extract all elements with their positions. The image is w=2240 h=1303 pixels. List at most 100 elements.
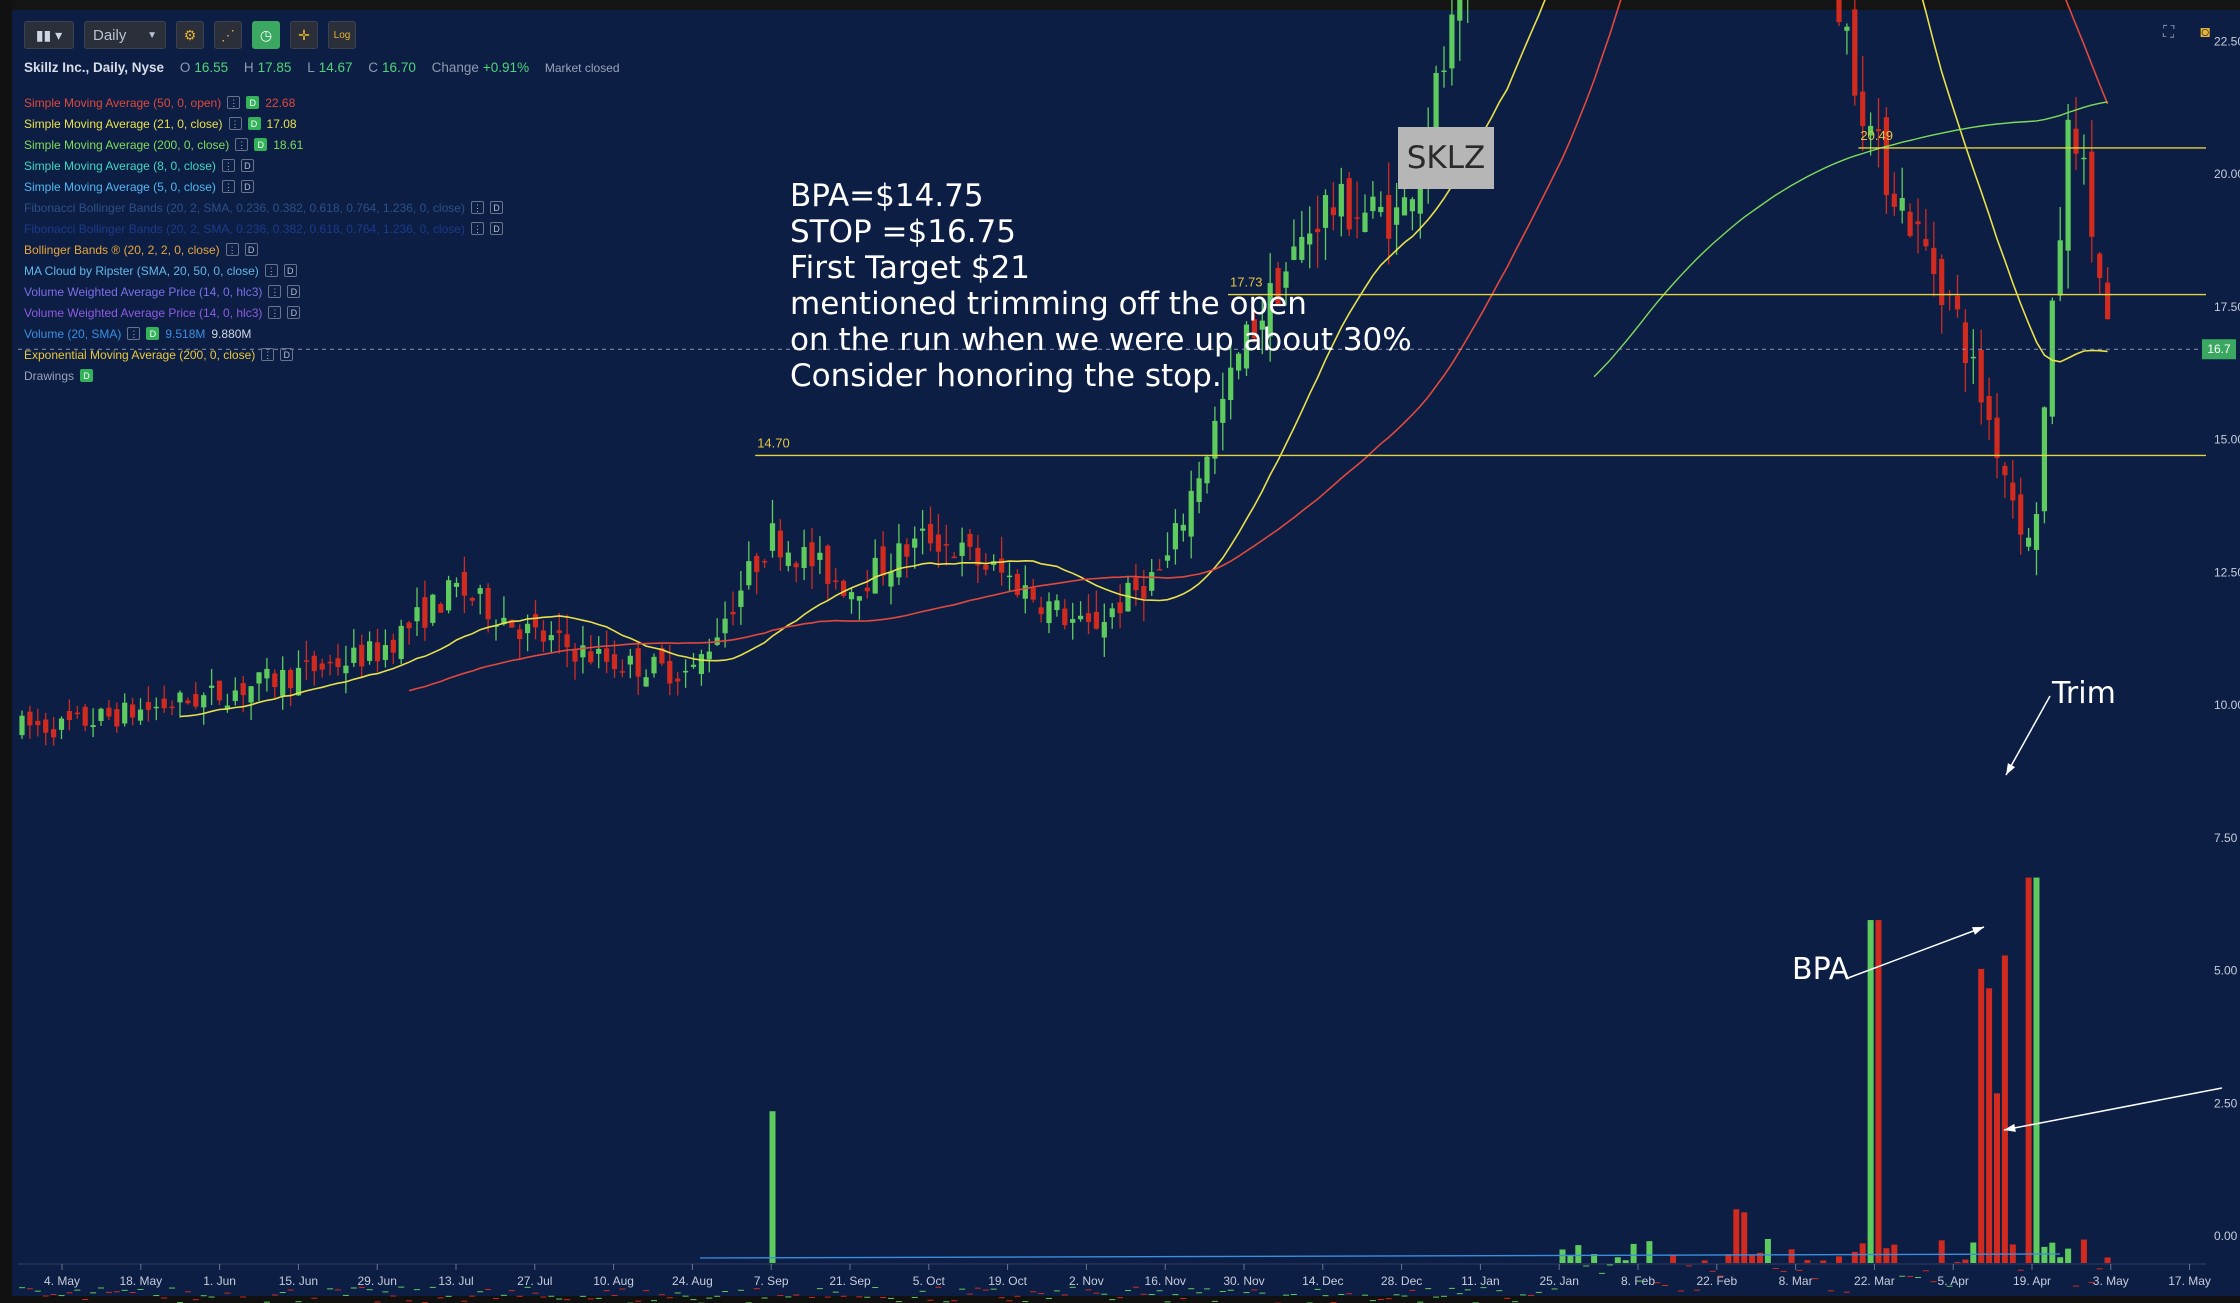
legend-data-toggle[interactable]: D (280, 348, 294, 361)
candle-body (2065, 119, 2071, 251)
candle-body (651, 656, 657, 674)
indicators-button[interactable]: ⋰ (214, 21, 242, 49)
legend-row[interactable]: Simple Moving Average (50, 0, open) ⋮ D 22.… (24, 92, 503, 113)
candle-body (1370, 196, 1376, 212)
candle-body (1891, 193, 1897, 207)
candle-body (256, 672, 262, 684)
legend-row[interactable]: Volume (20, SMA) ⋮ D 9.518M 9.880M (24, 323, 503, 344)
candle-body (2033, 513, 2040, 550)
candle-body (1954, 295, 1961, 310)
candle-body (311, 655, 317, 672)
legend-info-icon[interactable]: ⋮ (470, 201, 484, 214)
volume-bar (295, 1301, 302, 1303)
x-tick-label: 28. Dec (1381, 1274, 1422, 1288)
log-scale-button[interactable]: Log (328, 21, 356, 49)
volume-bar (90, 1292, 97, 1294)
legend-info-icon[interactable]: ⋮ (268, 285, 282, 298)
volume-bar (864, 1296, 871, 1298)
x-tick-label: 22. Feb (1696, 1274, 1737, 1288)
interval-select[interactable]: Daily ▼ (84, 21, 166, 49)
volume-bar (429, 1286, 436, 1288)
sma50-line (408, 0, 2109, 692)
legend-info-icon[interactable]: ⋮ (261, 348, 275, 361)
legend-row[interactable]: Fibonacci Bollinger Bands (20, 2, SMA, 0… (24, 197, 503, 218)
volume-bar (1014, 1295, 1021, 1297)
candle-body (864, 587, 870, 592)
legend-info-icon[interactable]: ⋮ (127, 327, 141, 340)
candle-body (896, 543, 902, 578)
candle-body (1346, 178, 1352, 230)
candle-body (983, 564, 989, 570)
volume-bar (1385, 1298, 1392, 1300)
legend-row[interactable]: Simple Moving Average (21, 0, close) ⋮ D 17… (24, 113, 503, 134)
volume-bar (1512, 1301, 1519, 1303)
expand-icon[interactable]: ⛶ (2163, 24, 2175, 41)
clock-button[interactable]: ◷ (252, 21, 280, 49)
legend-data-toggle[interactable]: D (489, 201, 503, 214)
legend-data-toggle[interactable]: D (240, 159, 254, 172)
legend-row[interactable]: Simple Moving Average (8, 0, close) ⋮ D (24, 155, 503, 176)
candle-body (959, 542, 965, 556)
symbol-title: Skillz Inc., Daily, Nyse (24, 60, 165, 75)
crosshair-button[interactable]: ✛ (290, 21, 318, 49)
legend-data-toggle[interactable]: D (489, 222, 503, 235)
settings-button[interactable]: ⚙ (176, 21, 204, 49)
volume-bar (816, 1288, 823, 1290)
legend-row[interactable]: Bollinger Bands ® (20, 2, 2, 0, close) ⋮ D (24, 239, 503, 260)
legend-row[interactable]: Simple Moving Average (200, 0, close) ⋮ D 1… (24, 134, 503, 155)
volume-bar (1820, 1260, 1827, 1263)
candle-body (43, 719, 49, 733)
chart-type-button[interactable]: ▮▮ ▾ (24, 21, 74, 49)
volume-bar (666, 1297, 673, 1299)
x-tick-label: 2. Nov (1069, 1274, 1104, 1288)
legend-data-toggle[interactable]: D (240, 180, 254, 193)
legend-data-toggle[interactable]: D (287, 306, 301, 319)
legend-indicator-name: Simple Moving Average (200, 0, close) (24, 137, 230, 152)
volume-bar (2104, 1257, 2111, 1263)
candle-body (1875, 129, 1882, 132)
legend-row[interactable]: Fibonacci Bollinger Bands (20, 2, SMA, 0… (24, 218, 503, 239)
candles-icon: ▮▮ ▾ (35, 26, 63, 43)
legend-data-toggle[interactable]: D (80, 369, 94, 382)
volume-bar (1172, 1294, 1179, 1296)
volume-bar (1204, 1288, 1210, 1290)
legend-info-icon[interactable]: ⋮ (227, 96, 241, 109)
volume-bar (1622, 1260, 1629, 1263)
volume-bar (1922, 1270, 1929, 1272)
legend-row[interactable]: Exponential Moving Average (200, 0, clos… (24, 344, 503, 365)
candle-body (1062, 608, 1068, 626)
candle-body (477, 588, 483, 594)
legend-row[interactable]: MA Cloud by Ripster (SMA, 20, 50, 0, clo… (24, 260, 503, 281)
volume-bar (500, 1294, 507, 1296)
legend-row[interactable]: Volume Weighted Average Price (14, 0, hl… (24, 302, 503, 323)
legend-data-toggle[interactable]: D (287, 285, 301, 298)
candle-body (1046, 601, 1052, 624)
candle-body (825, 545, 831, 584)
candle-body (888, 571, 894, 587)
legend-row[interactable]: Simple Moving Average (5, 0, close) ⋮ D (24, 176, 503, 197)
legend-info-icon[interactable]: ⋮ (268, 306, 282, 319)
legend-info-icon[interactable]: ⋮ (221, 159, 235, 172)
legend-row[interactable]: Volume Weighted Average Price (14, 0, hl… (24, 281, 503, 302)
volume-bar (706, 1297, 713, 1299)
legend-info-icon[interactable]: ⋮ (470, 222, 484, 235)
legend-data-toggle[interactable]: D (283, 264, 297, 277)
legend-info-icon[interactable]: ⋮ (225, 243, 239, 256)
camera-icon[interactable]: ◙ (2200, 24, 2210, 41)
candle-body (596, 648, 602, 654)
candle-body (1188, 490, 1194, 537)
legend-data-toggle[interactable]: D (246, 96, 260, 109)
volume-bar (1053, 1290, 1060, 1292)
legend-data-toggle[interactable]: D (254, 138, 268, 151)
legend-data-toggle[interactable]: D (146, 327, 160, 340)
legend-data-toggle[interactable]: D (247, 117, 261, 130)
legend-indicator-name: MA Cloud by Ripster (SMA, 20, 50, 0, clo… (24, 263, 259, 278)
legend-info-icon[interactable]: ⋮ (221, 180, 235, 193)
legend-info-icon[interactable]: ⋮ (235, 138, 249, 151)
legend-info-icon[interactable]: ⋮ (228, 117, 242, 130)
volume-bar (1409, 1289, 1416, 1291)
legend-data-toggle[interactable]: D (244, 243, 258, 256)
legend-info-icon[interactable]: ⋮ (264, 264, 278, 277)
legend-row[interactable]: Drawings D (24, 365, 503, 386)
